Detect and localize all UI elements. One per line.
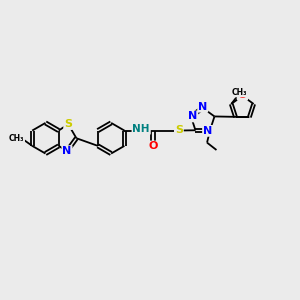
Text: N: N (198, 102, 207, 112)
Text: NH: NH (132, 124, 150, 134)
Text: N: N (203, 126, 212, 136)
Text: S: S (175, 125, 183, 135)
Text: O: O (148, 142, 158, 152)
Text: CH₃: CH₃ (232, 88, 247, 97)
Text: N: N (62, 146, 72, 156)
Text: O: O (238, 90, 247, 100)
Text: S: S (64, 119, 72, 129)
Text: CH₃: CH₃ (9, 134, 24, 143)
Text: N: N (188, 111, 197, 122)
